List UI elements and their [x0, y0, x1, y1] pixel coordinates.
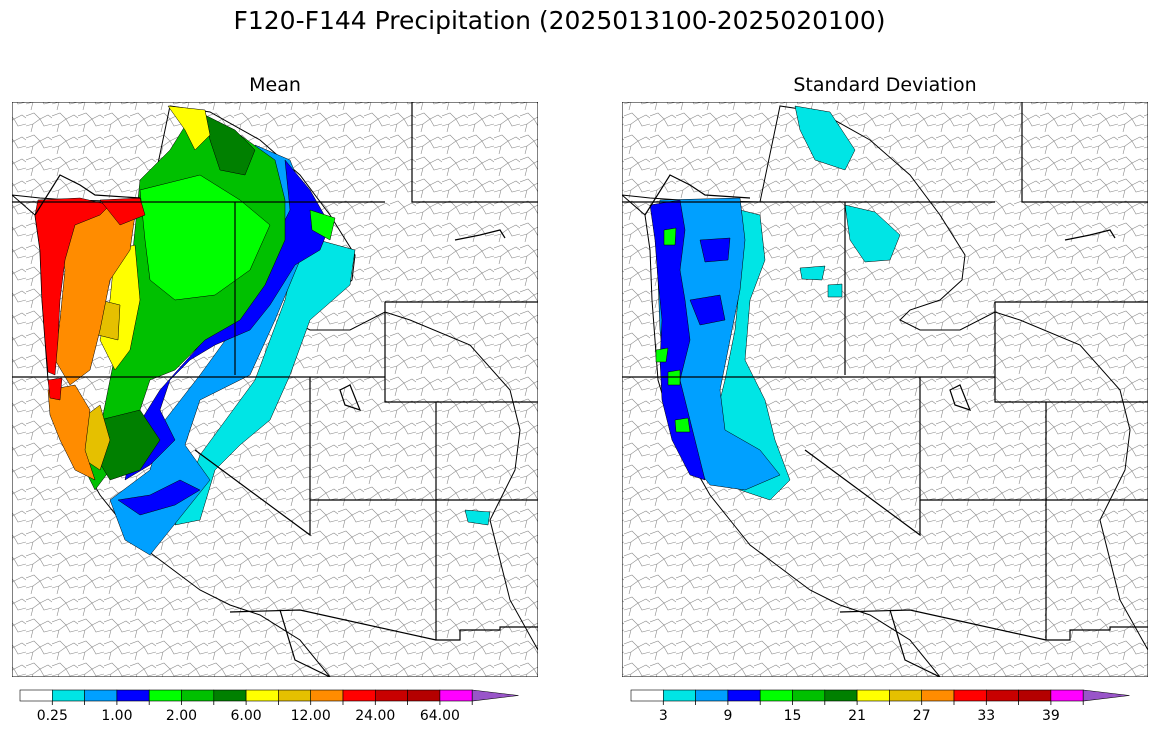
- mean-colorbar-swatch: [278, 689, 311, 702]
- mean-cyan-zone: [174, 234, 491, 526]
- std-colorbar-swatch: [1050, 689, 1084, 702]
- mean-red-zone: [34, 197, 146, 401]
- mean-colorbar-swatch: [439, 689, 473, 702]
- std-colorbar-swatch: [921, 689, 955, 702]
- std-colorbar-swatch: [727, 689, 761, 702]
- std-colorbar-swatch: [630, 689, 664, 702]
- std-colorbar-tick-label: 39: [1042, 708, 1060, 724]
- mean-borders: [12, 102, 538, 677]
- mean-yellow-zone: [79, 105, 211, 471]
- mean-colorbar-swatch: [407, 689, 441, 702]
- mean-colorbar-swatch: [51, 689, 85, 702]
- std-blue-zone: [649, 199, 731, 481]
- std-colorbar-swatch: [889, 689, 923, 702]
- std-colorbar-tick-label: 15: [784, 708, 802, 724]
- mean-colorbar-tick-label: 64.00: [420, 708, 460, 724]
- std-colorbar-tick-label: 9: [723, 708, 732, 724]
- mean-colorbar-swatch: [181, 689, 215, 702]
- mean-colorbar-swatch: [213, 689, 247, 702]
- std-green-zone: [655, 227, 691, 433]
- figure-title: F120-F144 Precipitation (2025013100-2025…: [233, 6, 886, 35]
- std-colorbar-swatch: [856, 689, 890, 702]
- mean-colorbar-tick-label: 1.00: [101, 708, 132, 724]
- std-colorbar-swatch: [695, 689, 729, 702]
- std-colorbar-swatch: [1082, 689, 1130, 702]
- std-panel-title: Standard Deviation: [793, 74, 977, 96]
- std-colorbar-swatch: [1018, 689, 1052, 702]
- std-colorbar-tick-label: 27: [913, 708, 931, 724]
- mean-map: [12, 102, 538, 677]
- mean-colorbar: 0.25 1.00 2.00 6.00 12.00 24.00 64.00: [19, 689, 519, 724]
- mean-colorbar-swatch: [84, 689, 118, 702]
- mean-colorbar-swatch: [116, 689, 150, 702]
- mean-colorbar-tick-label: 2.00: [166, 708, 197, 724]
- mean-colorbar-swatch: [342, 689, 376, 702]
- std-colorbar-tick-label: 33: [977, 708, 995, 724]
- mean-colorbar-swatch: [374, 689, 408, 702]
- mean-orange-zone: [47, 204, 136, 481]
- std-colorbar-swatch: [792, 689, 826, 702]
- mean-panel-title: Mean: [249, 74, 301, 96]
- std-colorbar-swatch: [759, 689, 793, 702]
- std-colorbar-tick-label: 21: [848, 708, 866, 724]
- std-map: [622, 102, 1148, 677]
- mean-colorbar-swatch: [19, 689, 53, 702]
- mean-colorbar-swatch: [245, 689, 279, 702]
- mean-colorbar-tick-label: 0.25: [37, 708, 68, 724]
- mean-colorbar-tick-label: 6.00: [231, 708, 262, 724]
- std-colorbar-swatch: [662, 689, 696, 702]
- std-cyan-zone: [714, 105, 901, 501]
- std-borders: [622, 102, 1148, 677]
- std-colorbar-tick-label: 3: [659, 708, 668, 724]
- mean-colorbar-swatch: [310, 689, 344, 702]
- mean-colorbar-swatch: [471, 689, 519, 702]
- std-colorbar: 3 9 15 21 27 33 39: [630, 689, 1130, 724]
- mean-colorbar-tick-label: 12.00: [291, 708, 331, 724]
- mean-colorbar-swatch: [148, 689, 182, 702]
- std-colorbar-swatch: [824, 689, 858, 702]
- std-colorbar-swatch: [953, 689, 987, 702]
- mean-colorbar-tick-label: 24.00: [355, 708, 395, 724]
- std-colorbar-swatch: [985, 689, 1019, 702]
